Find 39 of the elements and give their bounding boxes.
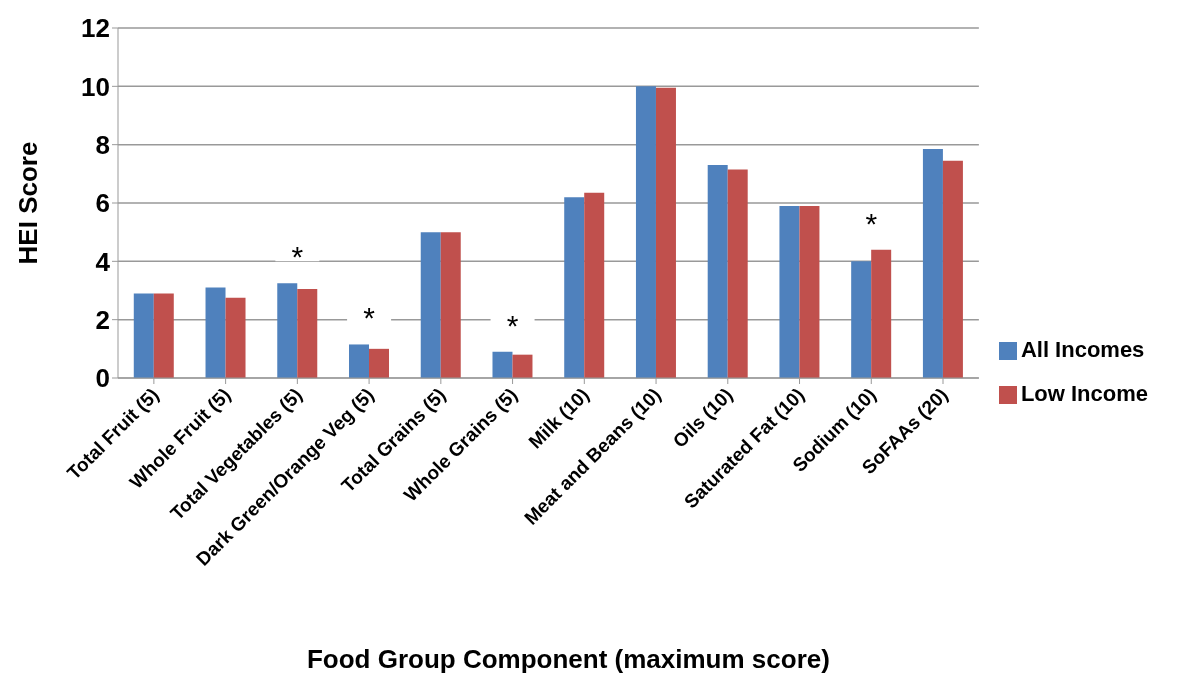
y-tick-label: 2 bbox=[95, 304, 110, 335]
bar bbox=[512, 354, 533, 378]
bar bbox=[153, 293, 174, 378]
bar bbox=[349, 344, 369, 378]
bar bbox=[440, 232, 461, 378]
bar bbox=[655, 87, 676, 378]
y-axis-title: HEI Score bbox=[13, 141, 44, 265]
bar bbox=[707, 165, 728, 378]
bar bbox=[779, 205, 800, 378]
bar bbox=[799, 205, 820, 378]
annotation: * bbox=[363, 301, 376, 335]
bar bbox=[492, 351, 513, 378]
bar bbox=[277, 283, 298, 378]
y-tick-label: 6 bbox=[95, 188, 110, 219]
bar bbox=[133, 293, 154, 378]
bar bbox=[205, 287, 226, 378]
y-tick-label: 0 bbox=[95, 363, 110, 394]
bar bbox=[871, 249, 892, 378]
bar bbox=[922, 149, 943, 378]
annotation: * bbox=[865, 206, 878, 240]
x-axis-title: Food Group Component (maximum score) bbox=[306, 644, 830, 674]
bar bbox=[942, 160, 963, 378]
legend-label: Low Income bbox=[1020, 381, 1148, 406]
bar bbox=[225, 297, 246, 378]
y-tick-label: 8 bbox=[95, 129, 110, 160]
annotation: * bbox=[291, 240, 304, 274]
bar bbox=[297, 289, 318, 378]
y-tick-label: 10 bbox=[81, 71, 110, 102]
bar bbox=[584, 192, 605, 378]
bar bbox=[727, 169, 748, 378]
bar bbox=[369, 348, 389, 378]
y-tick-label: 12 bbox=[81, 13, 110, 44]
bar bbox=[564, 197, 585, 378]
legend-label: All Incomes bbox=[1020, 337, 1145, 362]
y-tick-label: 4 bbox=[95, 246, 111, 277]
bar bbox=[635, 86, 656, 378]
bar bbox=[851, 261, 872, 378]
bar bbox=[420, 232, 441, 378]
annotation: * bbox=[506, 308, 519, 342]
